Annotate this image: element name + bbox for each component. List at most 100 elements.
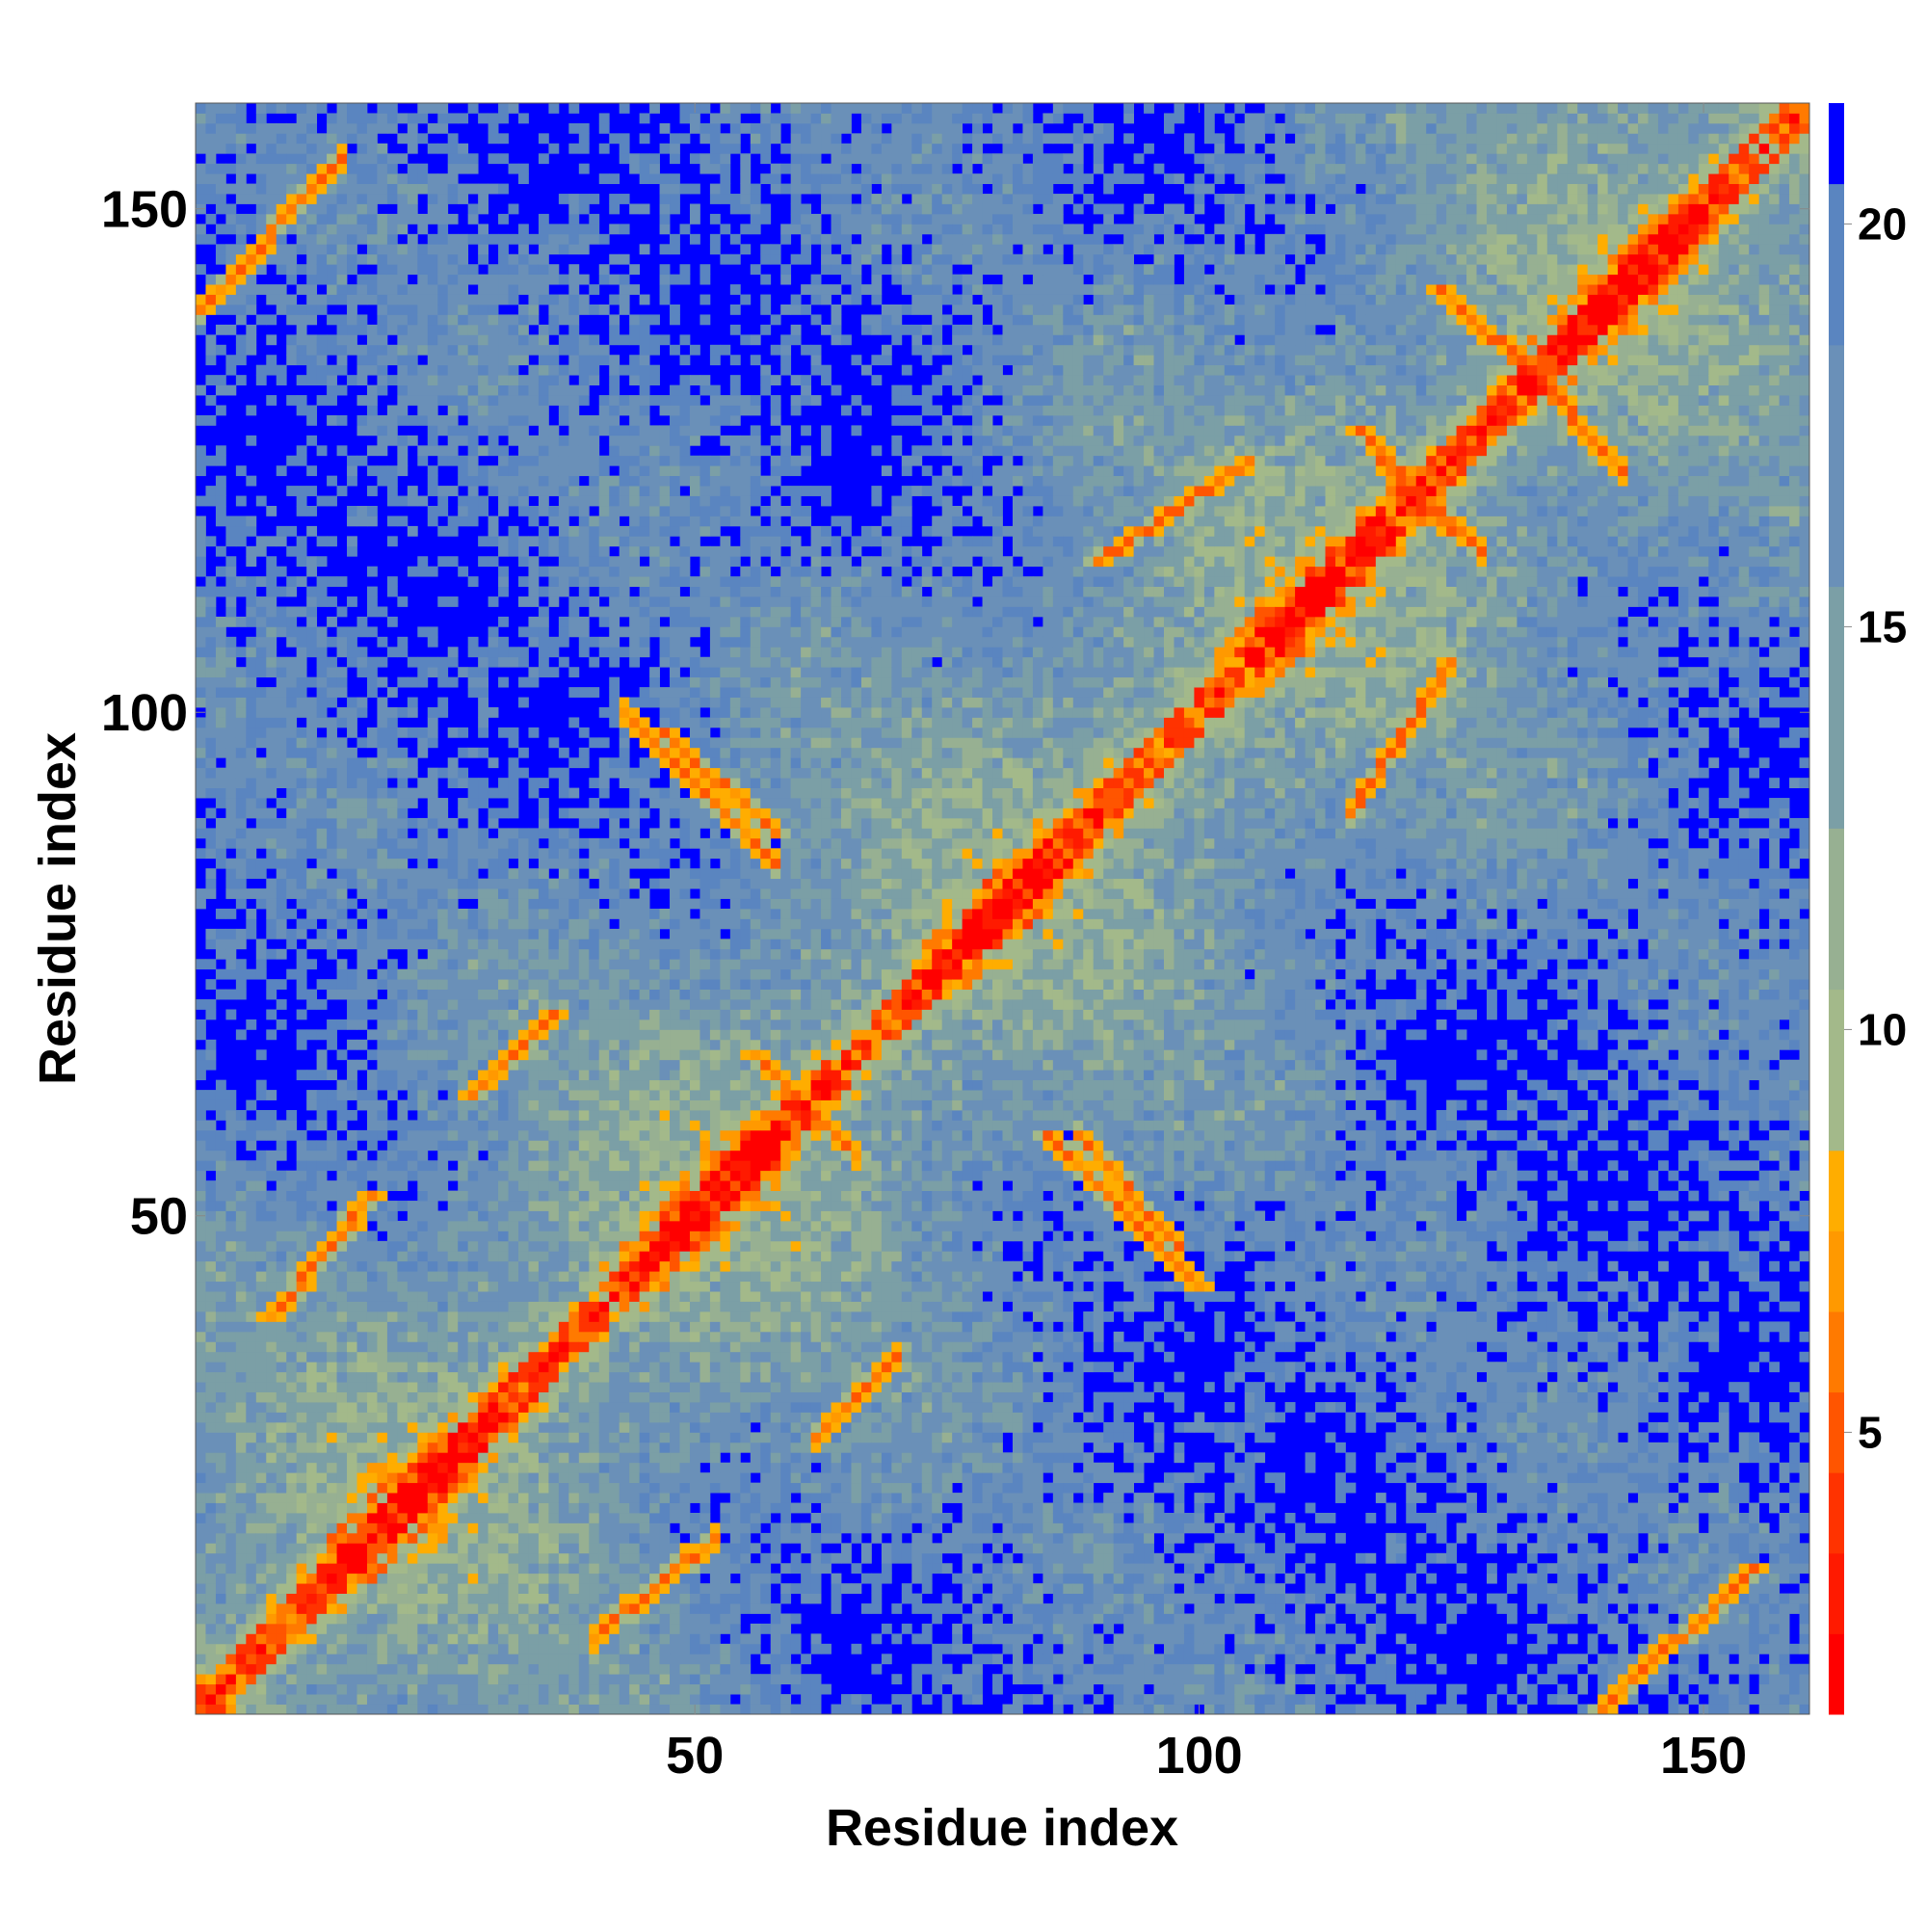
heatmap-cell xyxy=(277,828,287,838)
heatmap-cell xyxy=(216,667,226,677)
heatmap-cell xyxy=(539,1372,549,1383)
heatmap-cell xyxy=(579,647,590,657)
heatmap-cell xyxy=(417,1664,428,1675)
heatmap-cell xyxy=(518,1221,529,1231)
heatmap-cell xyxy=(478,113,488,123)
heatmap-cell xyxy=(539,445,549,456)
heatmap-cell xyxy=(528,1513,539,1523)
heatmap-cell xyxy=(518,1100,529,1111)
heatmap-cell xyxy=(478,899,488,910)
heatmap-cell xyxy=(306,153,317,164)
heatmap-cell xyxy=(297,1302,307,1312)
heatmap-cell xyxy=(468,465,479,476)
heatmap-cell xyxy=(367,1644,378,1654)
heatmap-cell xyxy=(509,1060,519,1071)
heatmap-cell xyxy=(478,1694,488,1705)
heatmap-cell xyxy=(216,375,226,385)
heatmap-cell xyxy=(488,516,499,526)
heatmap-cell xyxy=(297,194,307,204)
heatmap-cell xyxy=(216,164,226,174)
heatmap-cell xyxy=(488,1100,499,1111)
heatmap-cell xyxy=(579,1080,590,1091)
heatmap-cell xyxy=(347,647,357,657)
heatmap-cell xyxy=(327,275,337,285)
heatmap-cell xyxy=(205,133,216,144)
heatmap-cell xyxy=(286,626,297,637)
heatmap-cell xyxy=(266,1614,277,1625)
heatmap-cell xyxy=(216,1180,226,1191)
heatmap-cell xyxy=(498,1594,509,1604)
heatmap-cell xyxy=(539,1644,549,1654)
heatmap-cell xyxy=(297,1321,307,1332)
heatmap-cell xyxy=(367,325,378,335)
heatmap-cell xyxy=(377,1070,387,1080)
heatmap-cell xyxy=(377,1302,387,1312)
heatmap-cell xyxy=(277,164,287,174)
heatmap-cell xyxy=(205,1191,216,1202)
heatmap-cell xyxy=(468,1563,479,1574)
heatmap-cell xyxy=(387,1080,398,1091)
heatmap-cell xyxy=(559,909,569,919)
heatmap-cell xyxy=(428,1110,438,1121)
heatmap-cell xyxy=(387,1432,398,1442)
heatmap-cell xyxy=(256,637,267,648)
heatmap-cell xyxy=(539,334,549,345)
heatmap-cell xyxy=(559,1231,569,1241)
heatmap-cell xyxy=(297,1705,307,1715)
heatmap-cell xyxy=(458,1180,468,1191)
heatmap-cell xyxy=(448,264,459,275)
heatmap-cell xyxy=(468,1160,479,1171)
heatmap-cell xyxy=(297,1442,307,1453)
heatmap-cell xyxy=(478,1311,488,1322)
heatmap-cell xyxy=(196,1271,206,1282)
heatmap-cell xyxy=(458,939,468,949)
heatmap-cell xyxy=(266,647,277,657)
heatmap-cell xyxy=(246,637,256,648)
heatmap-cell xyxy=(347,626,357,637)
heatmap-cell xyxy=(488,1231,499,1241)
heatmap-cell xyxy=(216,275,226,285)
heatmap-cell xyxy=(205,103,216,114)
heatmap-cell xyxy=(539,1029,549,1040)
heatmap-cell xyxy=(437,496,448,507)
heatmap-cell xyxy=(568,526,579,537)
heatmap-cell xyxy=(408,1392,418,1403)
heatmap-cell xyxy=(539,465,549,476)
heatmap-cell xyxy=(357,1442,368,1453)
heatmap-cell xyxy=(488,365,499,376)
heatmap-cell xyxy=(539,355,549,365)
heatmap-cell xyxy=(286,1603,297,1614)
heatmap-cell xyxy=(266,556,277,567)
heatmap-cell xyxy=(236,1633,247,1644)
heatmap-cell xyxy=(559,365,569,376)
heatmap-cell xyxy=(317,1594,328,1604)
heatmap-cell xyxy=(468,1029,479,1040)
heatmap-cell xyxy=(397,254,408,265)
heatmap-cell xyxy=(528,1553,539,1564)
heatmap-cell xyxy=(509,1180,519,1191)
heatmap-cell xyxy=(539,1040,549,1050)
heatmap-cell xyxy=(448,1413,459,1423)
heatmap-cell xyxy=(509,778,519,788)
heatmap-cell xyxy=(387,465,398,476)
heatmap-cell xyxy=(225,657,236,668)
heatmap-cell xyxy=(528,1413,539,1423)
heatmap-cell xyxy=(397,1422,408,1433)
heatmap-cell xyxy=(548,1633,559,1644)
heatmap-cell xyxy=(205,1382,216,1392)
heatmap-cell xyxy=(488,1110,499,1121)
heatmap-cell xyxy=(518,1090,529,1100)
heatmap-cell xyxy=(528,667,539,677)
heatmap-cell xyxy=(236,1341,247,1352)
heatmap-cell xyxy=(297,1241,307,1252)
heatmap-cell xyxy=(236,788,247,799)
heatmap-cell xyxy=(478,1684,488,1695)
heatmap-cell xyxy=(317,144,328,154)
heatmap-cell xyxy=(528,1321,539,1332)
heatmap-cell xyxy=(428,1010,438,1020)
heatmap-cell xyxy=(225,596,236,607)
heatmap-cell xyxy=(559,617,569,627)
heatmap-cell xyxy=(498,979,509,990)
heatmap-cell xyxy=(408,1603,418,1614)
heatmap-cell xyxy=(225,879,236,889)
